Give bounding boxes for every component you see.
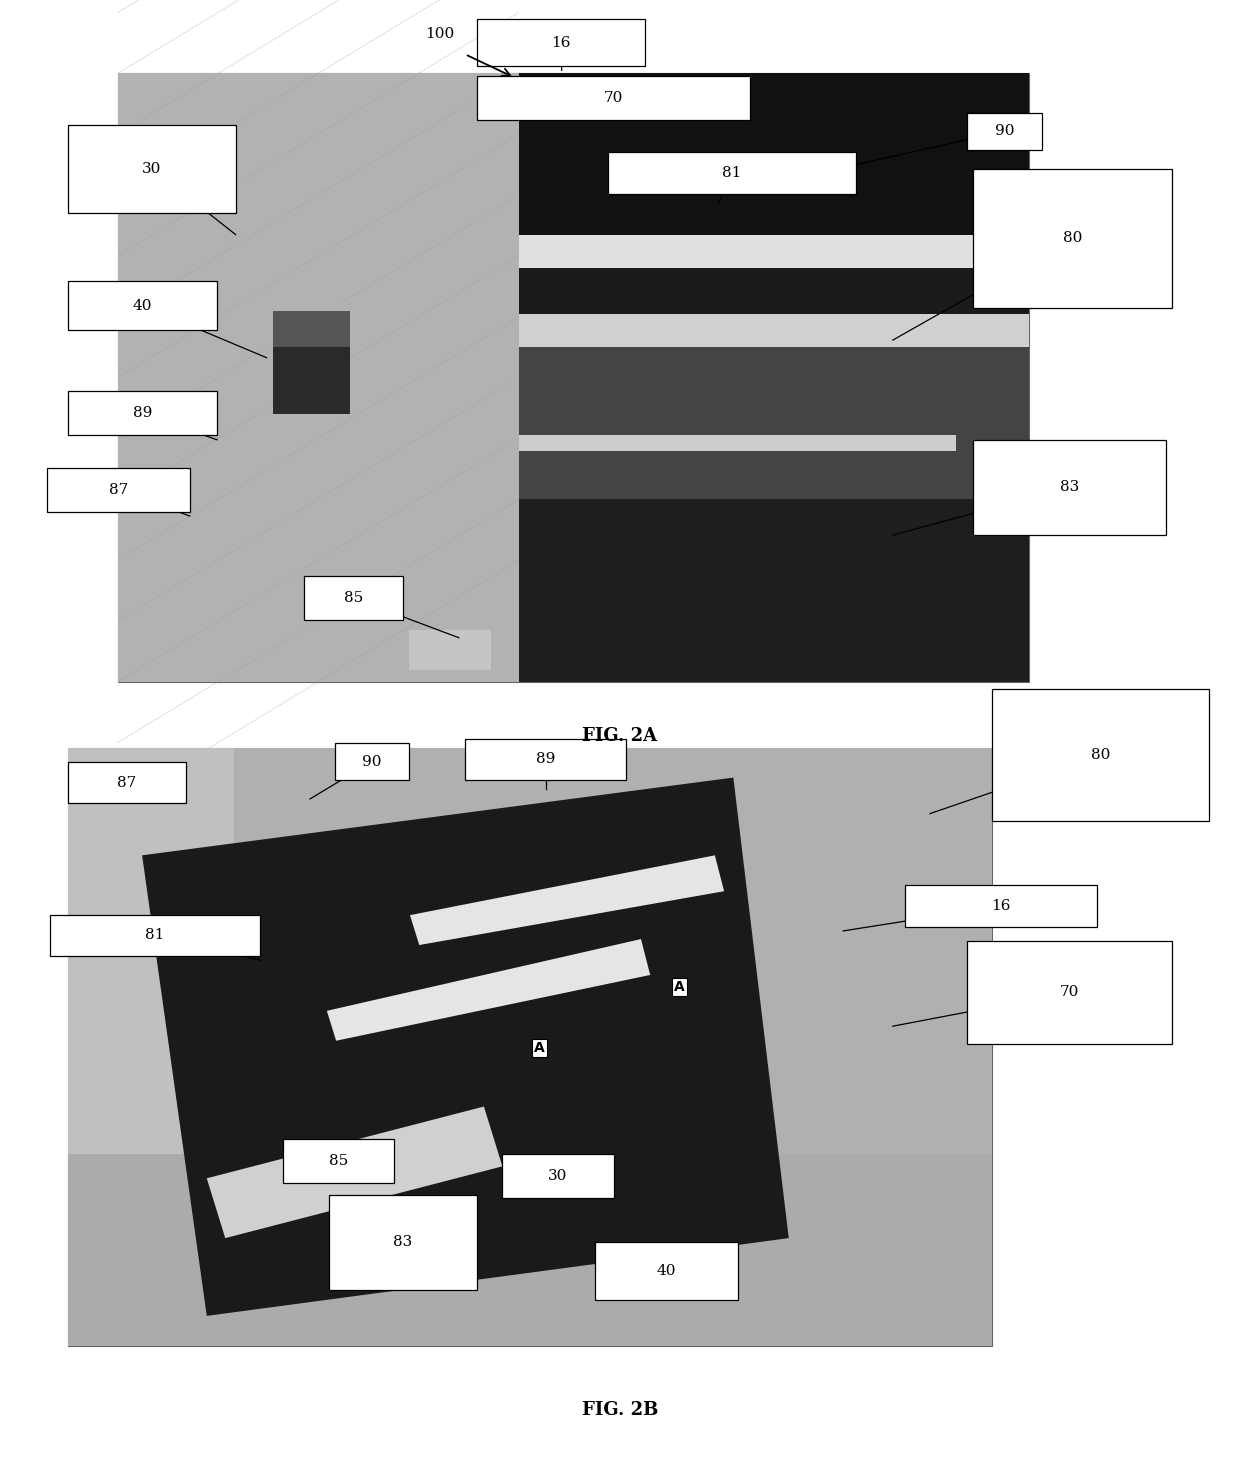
- Bar: [502, 1154, 614, 1198]
- Bar: [273, 311, 350, 347]
- Bar: [273, 347, 350, 413]
- Bar: [967, 113, 1042, 150]
- Bar: [118, 73, 518, 682]
- Text: A: A: [675, 979, 684, 994]
- Bar: [973, 169, 1172, 308]
- Text: 83: 83: [1060, 481, 1079, 494]
- Bar: [518, 342, 1029, 498]
- Bar: [68, 762, 186, 803]
- Text: 81: 81: [145, 928, 165, 943]
- Text: 85: 85: [329, 1154, 348, 1168]
- Bar: [465, 739, 626, 780]
- Bar: [595, 1242, 738, 1300]
- Bar: [283, 1139, 394, 1183]
- Bar: [329, 1195, 477, 1290]
- Polygon shape: [207, 1107, 502, 1239]
- Text: 40: 40: [133, 299, 153, 312]
- Bar: [992, 689, 1209, 821]
- Text: 70: 70: [1060, 985, 1079, 1000]
- Text: 70: 70: [604, 91, 624, 106]
- Text: FIG. 2B: FIG. 2B: [582, 1401, 658, 1419]
- Bar: [518, 435, 956, 450]
- Bar: [68, 281, 217, 330]
- Text: 83: 83: [393, 1236, 413, 1249]
- Bar: [68, 748, 992, 1346]
- Bar: [68, 125, 236, 213]
- Bar: [68, 1154, 992, 1346]
- Bar: [608, 152, 856, 194]
- Bar: [68, 391, 217, 435]
- Bar: [518, 268, 1029, 317]
- Bar: [477, 19, 645, 66]
- Bar: [47, 468, 190, 512]
- Bar: [118, 73, 1029, 682]
- Bar: [409, 630, 491, 670]
- Bar: [518, 73, 1029, 243]
- Text: 87: 87: [118, 776, 136, 790]
- Bar: [68, 748, 234, 1346]
- Bar: [335, 743, 409, 780]
- Bar: [518, 235, 1029, 268]
- Polygon shape: [143, 777, 789, 1316]
- Text: 90: 90: [994, 125, 1014, 138]
- Text: 81: 81: [722, 166, 742, 180]
- Text: FIG. 2A: FIG. 2A: [583, 727, 657, 745]
- Text: 16: 16: [992, 899, 1011, 913]
- Text: 89: 89: [536, 752, 556, 767]
- Text: 87: 87: [109, 482, 128, 497]
- Text: 90: 90: [362, 755, 382, 768]
- Bar: [477, 76, 750, 120]
- Text: 16: 16: [552, 35, 570, 50]
- Text: 30: 30: [143, 161, 161, 176]
- Bar: [518, 314, 1029, 347]
- Text: 30: 30: [548, 1168, 568, 1183]
- Text: 80: 80: [1091, 748, 1110, 762]
- Bar: [68, 748, 992, 1346]
- Text: 85: 85: [343, 591, 363, 605]
- Polygon shape: [410, 855, 724, 946]
- Bar: [50, 915, 260, 956]
- Text: A: A: [534, 1041, 544, 1056]
- Bar: [304, 576, 403, 620]
- Text: 89: 89: [133, 406, 153, 421]
- Bar: [973, 440, 1166, 535]
- Polygon shape: [327, 940, 650, 1041]
- Text: 80: 80: [1063, 232, 1083, 245]
- Text: 100: 100: [425, 26, 455, 41]
- Bar: [518, 498, 1029, 682]
- Text: 40: 40: [657, 1264, 676, 1278]
- Bar: [905, 885, 1097, 927]
- Bar: [967, 941, 1172, 1044]
